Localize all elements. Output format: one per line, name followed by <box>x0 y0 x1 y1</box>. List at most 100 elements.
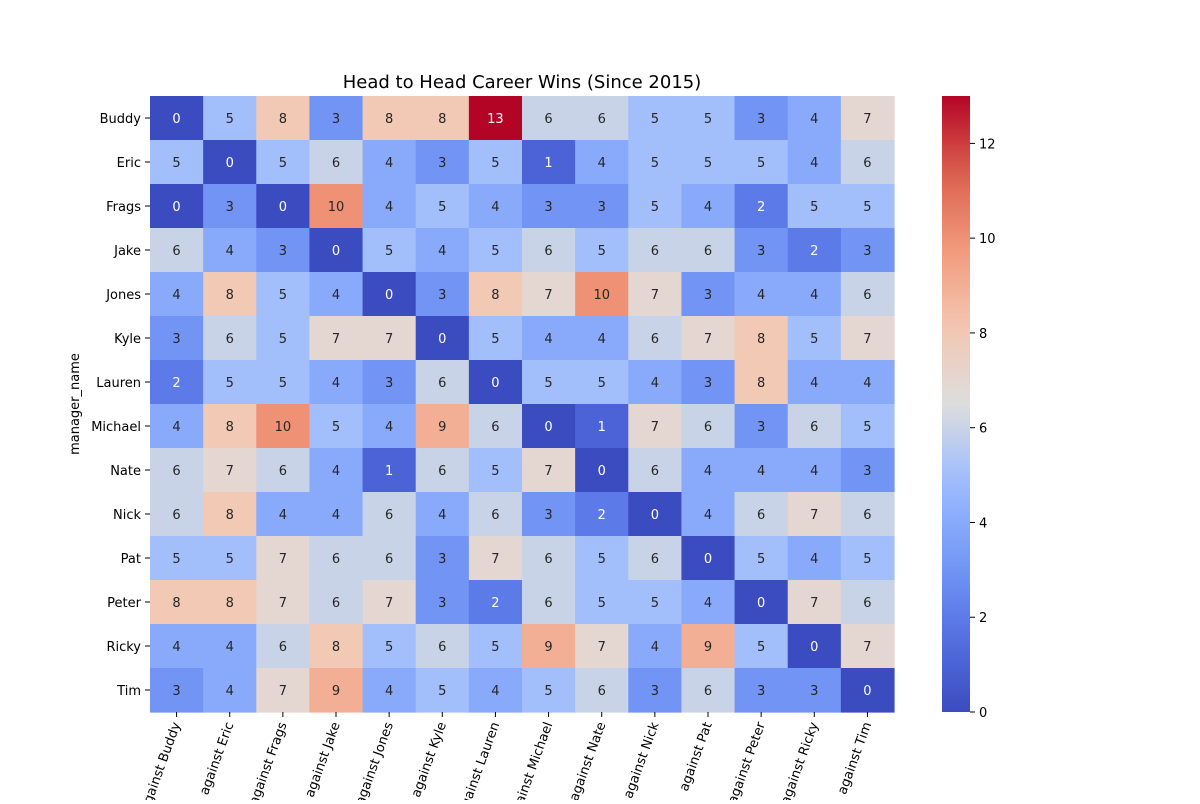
cell-value-label: 3 <box>332 112 340 127</box>
heatmap-cell <box>203 668 257 713</box>
cell-value-label: 4 <box>385 156 393 171</box>
heatmap-cell <box>787 492 842 537</box>
cell-value-label: 9 <box>332 684 340 699</box>
heatmap-cell <box>309 668 364 713</box>
cell-value-label: 4 <box>385 200 393 215</box>
cell-value-label: 5 <box>226 112 234 127</box>
cell-value-label: 10 <box>328 200 345 215</box>
heatmap-cell <box>681 624 736 669</box>
cell-value-label: 4 <box>810 156 818 171</box>
x-tick-label: against Tim <box>835 720 875 796</box>
heatmap-cell <box>468 228 523 273</box>
heatmap-cell <box>522 448 576 493</box>
cell-value-label: 7 <box>385 332 393 347</box>
cell-value-label: 6 <box>332 156 340 171</box>
heatmap-cell <box>681 228 736 273</box>
heatmap-cell <box>840 228 895 273</box>
cell-value-label: 5 <box>598 552 606 567</box>
heatmap-cell <box>203 536 257 581</box>
heatmap-cell <box>415 272 470 317</box>
heatmap-cell <box>468 96 523 141</box>
heatmap-cell <box>150 184 204 229</box>
heatmap-cell <box>468 184 523 229</box>
cell-value-label: 6 <box>385 552 393 567</box>
heatmap-cell <box>256 624 311 669</box>
cell-value-label: 5 <box>279 288 287 303</box>
heatmap-cell <box>840 448 895 493</box>
heatmap-cell <box>787 228 842 273</box>
cell-value-label: 7 <box>810 508 818 523</box>
heatmap-cell <box>787 404 842 449</box>
heatmap-cell <box>575 668 629 713</box>
heatmap-cell <box>362 668 417 713</box>
heatmap-cell <box>256 316 311 361</box>
cell-value-label: 6 <box>544 552 552 567</box>
y-tick-label: Pat <box>121 552 141 567</box>
heatmap-cell <box>415 360 470 405</box>
cell-value-label: 9 <box>544 640 552 655</box>
heatmap-cell <box>256 272 311 317</box>
heatmap-cell <box>203 272 257 317</box>
cell-value-label: 5 <box>172 552 180 567</box>
cell-value-label: 6 <box>438 376 446 391</box>
y-axis-label: manager_name <box>68 353 83 455</box>
heatmap-cell <box>256 580 311 625</box>
heatmap-cell <box>309 624 364 669</box>
cell-value-label: 4 <box>651 640 659 655</box>
y-tick-label: Michael <box>91 420 141 435</box>
heatmap-cell <box>522 580 576 625</box>
heatmap-cell <box>734 404 789 449</box>
cell-value-label: 6 <box>651 552 659 567</box>
heatmap-cell <box>309 184 364 229</box>
heatmap-cell <box>468 140 523 185</box>
heatmap-cell <box>150 492 204 537</box>
cell-value-label: 5 <box>757 552 765 567</box>
cell-value-label: 4 <box>226 244 234 259</box>
cell-value-label: 4 <box>810 464 818 479</box>
x-tick-labels: against Buddy against Eric against Frags ag… <box>138 712 875 804</box>
cell-value-label: 4 <box>704 464 712 479</box>
cell-value-label: 4 <box>332 288 340 303</box>
cell-value-label: 5 <box>491 332 499 347</box>
y-tick-labels: Buddy Eric Frags Jake Jones Kyle Lauren Michael… <box>91 112 150 699</box>
x-tick-label: against Peter <box>725 720 769 800</box>
cell-value-label: 2 <box>491 596 499 611</box>
heatmap-cell <box>575 404 629 449</box>
cell-value-label: 8 <box>226 596 234 611</box>
heatmap-cell <box>575 624 629 669</box>
cell-value-label: 3 <box>704 376 712 391</box>
heatmap-cell <box>203 184 257 229</box>
heatmap-cell <box>575 228 629 273</box>
x-tick-label: against Jake <box>303 720 344 799</box>
heatmap-cell <box>522 624 576 669</box>
cell-value-label: 6 <box>172 244 180 259</box>
cell-value-label: 13 <box>487 112 504 127</box>
y-tick-label: Frags <box>106 200 141 215</box>
heatmap-cell <box>362 580 417 625</box>
cell-value-label: 6 <box>704 244 712 259</box>
heatmap-cell <box>150 580 204 625</box>
cell-value-label: 0 <box>810 640 818 655</box>
cell-value-label: 5 <box>544 376 552 391</box>
cell-value-label: 4 <box>332 464 340 479</box>
cell-value-label: 4 <box>810 552 818 567</box>
heatmap-cell <box>415 184 470 229</box>
cell-value-label: 6 <box>810 420 818 435</box>
cell-value-label: 10 <box>275 420 292 435</box>
heatmap-cell <box>575 492 629 537</box>
cell-value-label: 4 <box>704 508 712 523</box>
heatmap-cell <box>522 184 576 229</box>
cell-value-label: 7 <box>810 596 818 611</box>
heatmap-cell <box>203 448 257 493</box>
heatmap-cell <box>362 272 417 317</box>
cell-value-label: 7 <box>279 684 287 699</box>
heatmap-cell <box>787 184 842 229</box>
cell-value-label: 3 <box>438 288 446 303</box>
cell-value-label: 6 <box>172 464 180 479</box>
cell-value-label: 2 <box>810 244 818 259</box>
cell-value-label: 4 <box>385 420 393 435</box>
colorbar-tick-label: 2 <box>979 611 987 626</box>
cell-value-label: 0 <box>491 376 499 391</box>
cell-value-label: 5 <box>491 244 499 259</box>
heatmap-cell <box>203 96 257 141</box>
